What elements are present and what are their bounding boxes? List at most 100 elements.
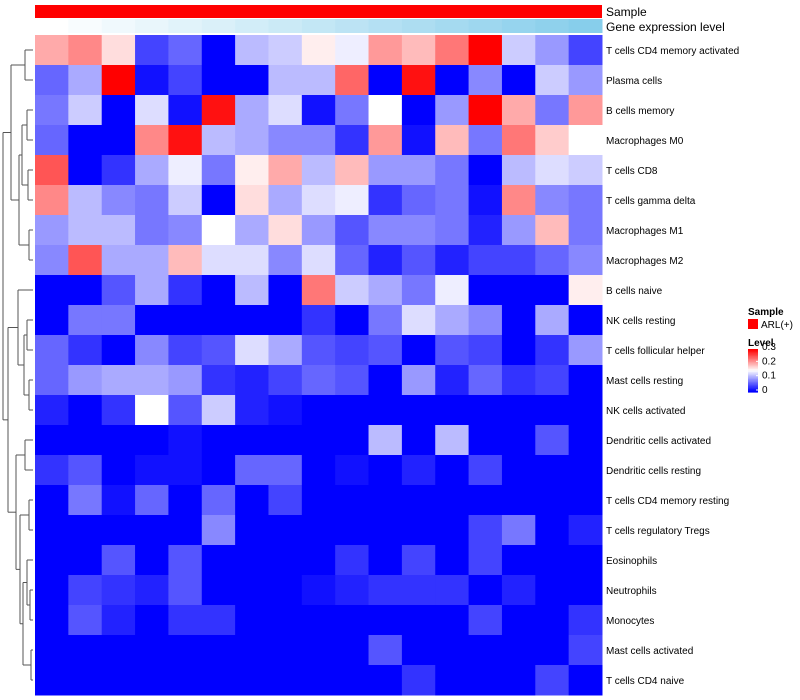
heatmap-cell bbox=[468, 635, 503, 666]
heatmap-cell bbox=[101, 485, 136, 516]
row-label: Monocytes bbox=[606, 616, 654, 627]
row-label: NK cells activated bbox=[606, 406, 685, 417]
heatmap-cell bbox=[468, 605, 503, 636]
row-label: T cells CD4 memory resting bbox=[606, 496, 729, 507]
heatmap-cell bbox=[568, 155, 603, 186]
heatmap-cell bbox=[568, 95, 603, 126]
heatmap-cell bbox=[501, 65, 536, 96]
heatmap-cell bbox=[201, 455, 236, 486]
heatmap-cell bbox=[535, 575, 570, 606]
heatmap-cell bbox=[268, 395, 303, 426]
heatmap-cell bbox=[201, 575, 236, 606]
expression-level-track-cell bbox=[501, 19, 536, 33]
heatmap-cell bbox=[68, 485, 103, 516]
heatmap-cell bbox=[101, 245, 136, 276]
heatmap-cell bbox=[435, 515, 470, 546]
heatmap-cell bbox=[201, 365, 236, 396]
heatmap-cell bbox=[401, 395, 436, 426]
heatmap-cell bbox=[268, 215, 303, 246]
legend-level-title: Level bbox=[748, 338, 774, 349]
heatmap-cell bbox=[435, 185, 470, 216]
heatmap-cell bbox=[501, 515, 536, 546]
heatmap-cell bbox=[535, 35, 570, 66]
heatmap-cell bbox=[201, 425, 236, 456]
heatmap-cell bbox=[468, 275, 503, 306]
expression-level-track-cell bbox=[301, 19, 336, 33]
heatmap-cell bbox=[301, 95, 336, 126]
legend-colorbar-segment bbox=[748, 380, 758, 383]
heatmap-cell bbox=[535, 425, 570, 456]
heatmap-cell bbox=[335, 635, 370, 666]
heatmap-cell bbox=[101, 335, 136, 366]
heatmap-cell bbox=[235, 455, 269, 486]
heatmap-cell bbox=[435, 365, 470, 396]
row-dendrogram bbox=[2, 49, 33, 681]
heatmap-cell bbox=[501, 425, 536, 456]
heatmap-cell bbox=[201, 665, 236, 696]
heatmap-cell bbox=[335, 575, 370, 606]
heatmap-cell bbox=[468, 395, 503, 426]
heatmap-cell bbox=[168, 425, 203, 456]
heatmap-cell bbox=[468, 485, 503, 516]
heatmap-cell bbox=[301, 305, 336, 336]
legend-colorbar-segment bbox=[748, 383, 758, 386]
heatmap-cell bbox=[201, 515, 236, 546]
heatmap-cell bbox=[68, 455, 103, 486]
heatmap-cell bbox=[201, 245, 236, 276]
heatmap-cell bbox=[235, 425, 269, 456]
legend-colorbar-segment bbox=[748, 364, 758, 367]
expression-level-track-cell bbox=[101, 19, 136, 33]
heatmap-cell bbox=[201, 335, 236, 366]
heatmap-cell bbox=[368, 425, 403, 456]
heatmap-cell bbox=[135, 635, 169, 666]
heatmap-cell bbox=[435, 95, 470, 126]
heatmap-cell bbox=[301, 125, 336, 156]
heatmap-cell bbox=[268, 365, 303, 396]
heatmap-cell bbox=[268, 665, 303, 696]
heatmap-cell bbox=[135, 485, 169, 516]
legend-colorbar-segment bbox=[748, 367, 758, 370]
heatmap-cell bbox=[401, 125, 436, 156]
heatmap-cell bbox=[368, 35, 403, 66]
heatmap-cell bbox=[401, 275, 436, 306]
heatmap-cell bbox=[101, 605, 136, 636]
heatmap-cell bbox=[401, 605, 436, 636]
heatmap-cell bbox=[268, 605, 303, 636]
heatmap-cell bbox=[435, 65, 470, 96]
heatmap-cell bbox=[101, 275, 136, 306]
heatmap-cell bbox=[335, 425, 370, 456]
heatmap-cell bbox=[435, 215, 470, 246]
heatmap-cell bbox=[168, 245, 203, 276]
heatmap-cell bbox=[568, 245, 603, 276]
heatmap-cell bbox=[301, 335, 336, 366]
heatmap-cell bbox=[501, 95, 536, 126]
heatmap-cell bbox=[401, 65, 436, 96]
legend-colorbar-segment bbox=[748, 384, 758, 387]
heatmap-cell bbox=[401, 95, 436, 126]
heatmap-cell bbox=[435, 335, 470, 366]
heatmap-cell bbox=[568, 575, 603, 606]
legend: Sample ARL(+) Level 0.3 0.2 0.1 0 bbox=[748, 307, 793, 396]
heatmap-cell bbox=[101, 515, 136, 546]
legend-colorbar-segment bbox=[748, 387, 758, 390]
heatmap-cell bbox=[535, 485, 570, 516]
heatmap-cell bbox=[68, 275, 103, 306]
heatmap-cell bbox=[135, 215, 169, 246]
heatmap-cell bbox=[535, 395, 570, 426]
heatmap-cell bbox=[68, 95, 103, 126]
expression-level-track-cell bbox=[35, 19, 69, 33]
expression-level-track-cell bbox=[435, 19, 470, 33]
heatmap-cell bbox=[335, 545, 370, 576]
row-label: T cells CD4 naive bbox=[606, 676, 685, 687]
heatmap-cell bbox=[168, 215, 203, 246]
heatmap-cell bbox=[501, 485, 536, 516]
heatmap-cell bbox=[368, 155, 403, 186]
heatmap-cell bbox=[468, 515, 503, 546]
heatmap-cell bbox=[568, 455, 603, 486]
row-label: Mast cells resting bbox=[606, 376, 683, 387]
heatmap-cell bbox=[501, 245, 536, 276]
heatmap-cell bbox=[101, 575, 136, 606]
legend-colorbar-segment bbox=[748, 361, 758, 364]
heatmap-cell bbox=[301, 395, 336, 426]
heatmap-cell bbox=[368, 395, 403, 426]
